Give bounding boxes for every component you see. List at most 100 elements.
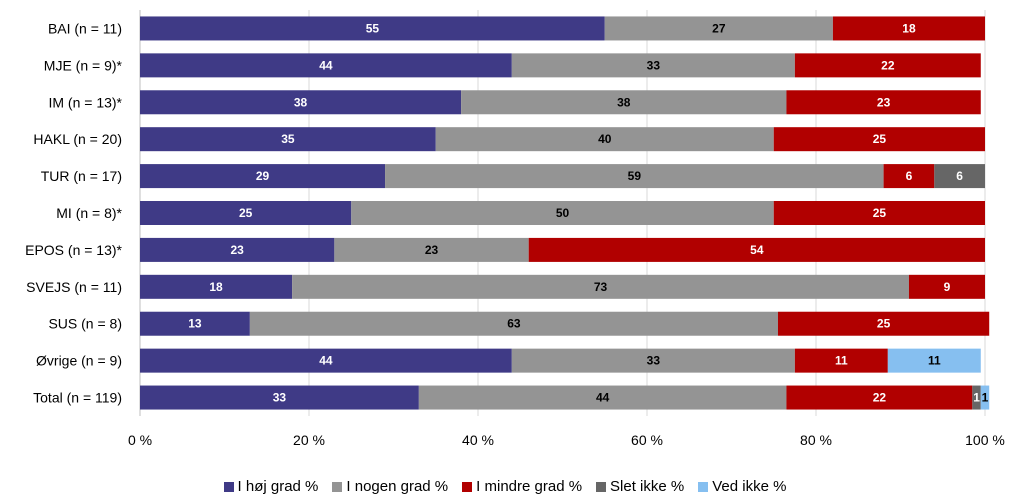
x-tick-label: 60 % — [631, 432, 663, 448]
bar-segment — [140, 311, 250, 336]
category-label: HAKL (n = 20) — [33, 131, 122, 147]
bar-segment — [140, 164, 386, 189]
bar-segment — [334, 237, 529, 262]
bar-segment — [292, 274, 909, 299]
data-label: 25 — [239, 206, 253, 220]
bar-segment — [794, 348, 888, 373]
bar-segment — [832, 16, 985, 41]
bar-segment — [418, 385, 787, 410]
data-label: 35 — [281, 132, 295, 146]
bar-segment — [140, 274, 293, 299]
bar-segment — [511, 348, 795, 373]
legend-label: I mindre grad % — [476, 478, 583, 495]
category-label: Total (n = 119) — [33, 390, 122, 406]
data-label: 55 — [366, 21, 380, 35]
bar-segment — [887, 348, 981, 373]
bar-segment — [773, 127, 985, 152]
data-label: 25 — [873, 132, 887, 146]
bar-segment — [777, 311, 990, 336]
data-label: 33 — [647, 58, 661, 72]
category-label: BAI (n = 11) — [48, 20, 122, 36]
data-label: 1 — [982, 391, 989, 405]
data-label: 25 — [873, 206, 887, 220]
bar-segment — [786, 385, 973, 410]
data-label: 27 — [712, 21, 726, 35]
legend-swatch — [332, 481, 343, 492]
data-label: 23 — [425, 243, 439, 257]
category-label: EPOS (n = 13)* — [25, 242, 122, 258]
legend-label: I høj grad % — [237, 478, 319, 495]
data-label: 44 — [319, 58, 333, 72]
data-label: 44 — [319, 354, 333, 368]
legend-item: Ved ikke % — [698, 478, 786, 495]
data-label: 38 — [294, 95, 308, 109]
bar-segment — [140, 201, 352, 225]
data-label: 6 — [906, 169, 913, 183]
data-label: 44 — [596, 391, 610, 405]
data-label: 23 — [230, 243, 244, 257]
bar-segment — [604, 16, 833, 41]
x-tick-label: 40 % — [462, 432, 494, 448]
legend-swatch — [596, 481, 607, 492]
bar-segment — [980, 385, 990, 410]
bar-segment — [773, 201, 985, 225]
data-label: 18 — [902, 21, 916, 35]
bar-segment — [435, 127, 774, 152]
bar-segment — [351, 201, 774, 225]
data-label: 50 — [556, 206, 570, 220]
data-label: 73 — [594, 280, 608, 294]
category-label: SVEJS (n = 11) — [26, 279, 122, 295]
data-label: 29 — [256, 169, 270, 183]
legend-swatch — [223, 481, 234, 492]
bar-segment — [140, 90, 462, 115]
x-tick-label: 0 % — [128, 432, 152, 448]
category-label: IM (n = 13)* — [48, 94, 122, 110]
data-label: 63 — [507, 317, 521, 331]
bar-segment — [140, 53, 512, 78]
bar-segment — [140, 127, 436, 152]
legend-label: Slet ikke % — [610, 478, 685, 495]
data-label: 11 — [928, 354, 941, 368]
data-label: 33 — [273, 391, 287, 405]
data-label: 33 — [647, 354, 661, 368]
data-label: 59 — [628, 169, 642, 183]
bar-segment — [140, 16, 605, 41]
bar-segment — [972, 385, 981, 410]
bar-segment — [908, 274, 985, 299]
legend-item: I mindre grad % — [462, 478, 582, 495]
data-label: 18 — [209, 280, 223, 294]
category-label: TUR (n = 17) — [41, 168, 122, 184]
bar-segment — [883, 164, 935, 189]
data-label: 23 — [877, 95, 891, 109]
bar-segment — [385, 164, 884, 189]
legend-item: I høj grad % — [223, 478, 319, 495]
data-label: 13 — [188, 317, 202, 331]
bar-segment — [786, 90, 981, 115]
legend-item: Slet ikke % — [596, 478, 684, 495]
data-label: 40 — [598, 132, 612, 146]
legend-label: I nogen grad % — [346, 478, 449, 495]
data-label: 54 — [750, 243, 764, 257]
bar-segment — [140, 348, 512, 373]
bar-segment — [511, 53, 795, 78]
category-label: MJE (n = 9)* — [44, 57, 123, 73]
legend-item: I nogen grad % — [332, 478, 448, 495]
category-label: MI (n = 8)* — [56, 205, 122, 221]
bar-segment — [794, 53, 981, 78]
bar-segment — [249, 311, 778, 336]
data-label: 9 — [944, 280, 951, 294]
data-label: 25 — [877, 317, 891, 331]
data-label: 11 — [835, 354, 848, 368]
x-tick-label: 80 % — [800, 432, 832, 448]
legend: I høj grad % I nogen grad % I mindre grad … — [0, 478, 1010, 495]
legend-swatch — [698, 481, 709, 492]
bar-segment — [461, 90, 787, 115]
bar-segment — [140, 237, 335, 262]
legend-swatch — [462, 481, 473, 492]
category-label: SUS (n = 8) — [48, 316, 122, 332]
category-label: Øvrige (n = 9) — [36, 353, 122, 369]
x-tick-label: 20 % — [293, 432, 325, 448]
bar-segment — [140, 385, 419, 410]
data-label: 22 — [873, 391, 887, 405]
